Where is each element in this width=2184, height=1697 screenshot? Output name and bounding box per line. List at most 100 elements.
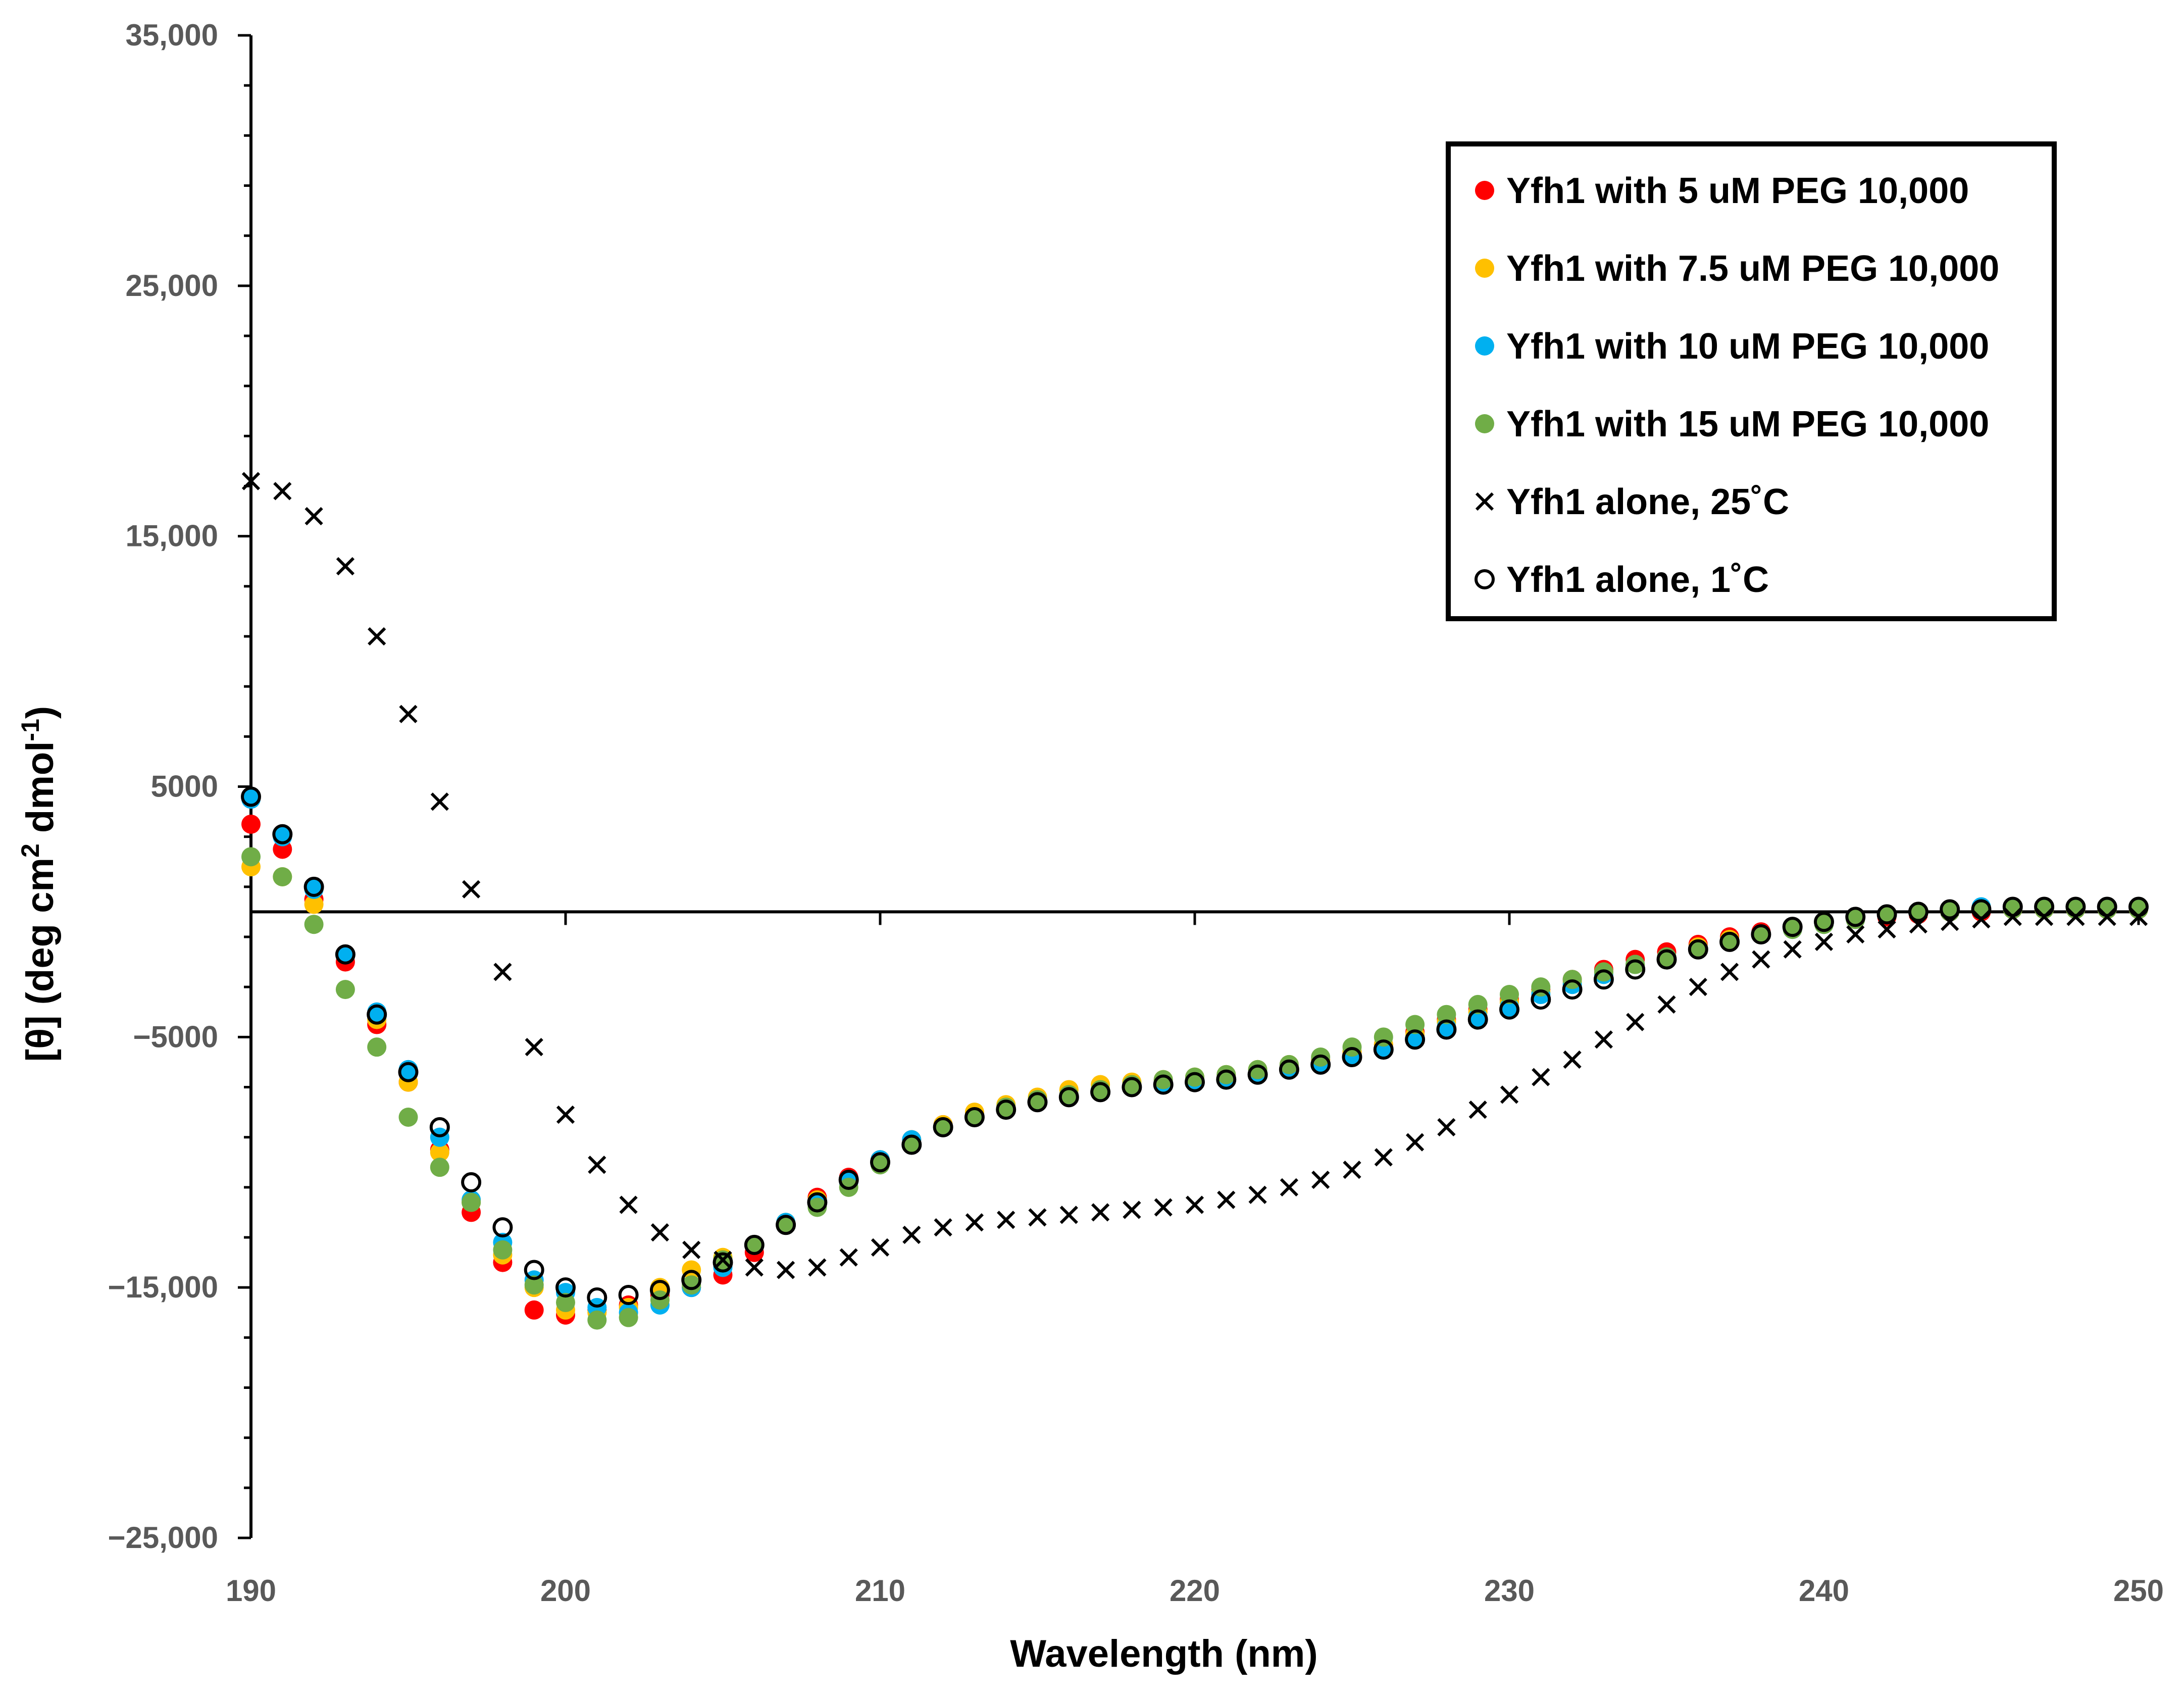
x-marker-stroke [1437, 1118, 1456, 1136]
data-point [1908, 902, 1928, 922]
data-point [430, 1142, 449, 1162]
legend-item: Yfh1 alone, 1˚C [1475, 560, 1769, 600]
data-point [398, 1062, 419, 1082]
legend-item: Yfh1 with 10 uM PEG 10,000 [1475, 326, 1989, 367]
data-point [493, 963, 512, 981]
data-point [1626, 1013, 1645, 1031]
data-point [713, 1252, 733, 1273]
x-marker-stroke [682, 1240, 701, 1259]
data-point [1027, 1092, 1048, 1113]
data-point [1719, 931, 1740, 952]
data-point [1467, 1009, 1488, 1030]
data-point [1216, 1069, 1237, 1090]
x-marker-stroke [430, 792, 449, 811]
data-point [618, 1285, 639, 1306]
data-point [335, 980, 355, 1000]
x-marker-stroke [1154, 1198, 1173, 1217]
legend-box [1446, 141, 2057, 621]
data-point [808, 1258, 827, 1277]
x-tick-label: 250 [2113, 1574, 2164, 1608]
data-point [1846, 925, 1865, 944]
data-point [1625, 959, 1646, 980]
data-point [1091, 1203, 1110, 1222]
y-tick-label: 25,000 [125, 269, 218, 303]
data-point [901, 1134, 922, 1155]
data-point [1436, 1019, 1457, 1040]
x-marker-stroke [1091, 1203, 1110, 1222]
data-point [462, 880, 481, 899]
x-marker-stroke [1059, 1206, 1078, 1224]
data-point [839, 1248, 858, 1267]
data-point [1248, 1185, 1267, 1204]
x-marker-stroke [1405, 1133, 1425, 1152]
data-point [1247, 1064, 1268, 1085]
x-marker-stroke [934, 1218, 952, 1237]
x-marker-stroke [336, 557, 355, 576]
data-point [807, 1192, 828, 1213]
x-tick-label: 220 [1170, 1574, 1220, 1608]
data-point [1562, 979, 1583, 1000]
series-6 [241, 786, 2149, 1308]
x-marker-stroke [1783, 940, 1802, 959]
data-point [1500, 1085, 1519, 1104]
x-marker-stroke [1752, 950, 1770, 969]
data-point [1059, 1206, 1078, 1224]
data-point [1688, 939, 1708, 959]
data-point [304, 915, 324, 934]
data-point [1311, 1170, 1330, 1189]
x-axis-title: Wavelength (nm) [1010, 1632, 1317, 1675]
legend-marker [1475, 259, 1494, 278]
x-marker-stroke [1311, 1170, 1330, 1189]
legend-marker [1475, 569, 1495, 589]
x-marker-stroke [745, 1258, 764, 1277]
data-point [303, 876, 324, 897]
data-point [588, 1156, 606, 1174]
x-marker-stroke [871, 1238, 890, 1257]
data-point [430, 1158, 449, 1177]
data-point [587, 1310, 607, 1330]
data-point [619, 1308, 638, 1327]
data-point [492, 1217, 513, 1238]
x-marker-stroke [1563, 1050, 1582, 1069]
x-marker-stroke [1500, 1085, 1519, 1104]
data-point [1532, 1068, 1550, 1086]
x-marker-stroke [1532, 1068, 1550, 1086]
data-point [1845, 907, 1866, 927]
x-marker-stroke [399, 705, 418, 723]
x-marker-stroke [965, 1213, 984, 1232]
data-point [241, 814, 261, 834]
data-point [336, 557, 355, 576]
legend: Yfh1 with 5 uM PEG 10,000 Yfh1 with 7.5 u… [1446, 141, 2057, 621]
data-point [1720, 932, 1740, 952]
y-tick-label: 5000 [151, 770, 218, 804]
y-tick-label: −25,000 [108, 1521, 218, 1555]
data-point [493, 1240, 513, 1260]
data-point [1154, 1198, 1173, 1217]
data-point [2002, 896, 2023, 917]
data-point [1405, 1015, 1425, 1034]
data-point [556, 1292, 575, 1312]
data-point [399, 705, 418, 723]
y-tick-label: 35,000 [125, 18, 218, 52]
data-point [524, 1260, 544, 1280]
y-axis-title-main: [θ] (deg cm [19, 858, 62, 1062]
legend-label: Yfh1 alone, 25˚C [1506, 482, 1789, 522]
data-point [1248, 1060, 1267, 1079]
data-point [682, 1240, 701, 1259]
y-tick-label: 15,000 [125, 519, 218, 553]
data-point [681, 1270, 702, 1290]
x-marker-stroke [1626, 1013, 1645, 1031]
data-point [1185, 1072, 1205, 1092]
data-point [933, 1117, 953, 1137]
data-point [1876, 904, 1897, 925]
data-point [367, 1037, 387, 1057]
data-point [2034, 896, 2055, 917]
data-point [1814, 912, 1834, 932]
x-marker-stroke [1877, 920, 1896, 939]
x-marker-stroke [588, 1156, 606, 1174]
y-tick-label: −5000 [133, 1020, 218, 1054]
data-point [430, 792, 449, 811]
x-marker-stroke [839, 1248, 858, 1267]
data-point [1594, 1030, 1613, 1049]
data-point [1437, 1005, 1456, 1024]
